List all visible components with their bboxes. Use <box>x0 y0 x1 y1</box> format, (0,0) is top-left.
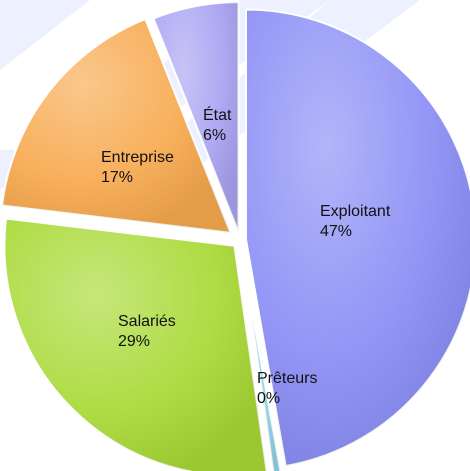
slice-label-name: État <box>203 105 232 124</box>
slice-label-percent: 6% <box>203 127 226 144</box>
slice-label-percent: 29% <box>118 333 150 350</box>
slice-label-name: Entreprise <box>101 149 174 166</box>
slice-label-entreprise: Entreprise 17% <box>101 149 174 186</box>
slice-label-exploitant: Exploitant 47% <box>320 203 391 240</box>
pie-slice-shading <box>153 2 239 233</box>
slice-label-name: Exploitant <box>320 203 391 220</box>
pie-slice-shading <box>242 253 281 471</box>
slice-label-preteurs: Prêteurs 0% <box>257 370 317 407</box>
slice-label-name: Salariés <box>118 313 176 330</box>
slice-label-etat: État 6% <box>203 105 232 144</box>
pie-slice-shading <box>245 9 470 467</box>
slice-label-percent: 17% <box>101 169 133 186</box>
slice-label-salaries: Salariés 29% <box>118 313 176 350</box>
pie-slice-shading <box>2 19 231 233</box>
pie-slice-shading <box>4 218 267 471</box>
slice-label-percent: 0% <box>257 390 280 407</box>
slice-label-name: Prêteurs <box>257 370 317 387</box>
slice-label-percent: 47% <box>320 223 352 240</box>
